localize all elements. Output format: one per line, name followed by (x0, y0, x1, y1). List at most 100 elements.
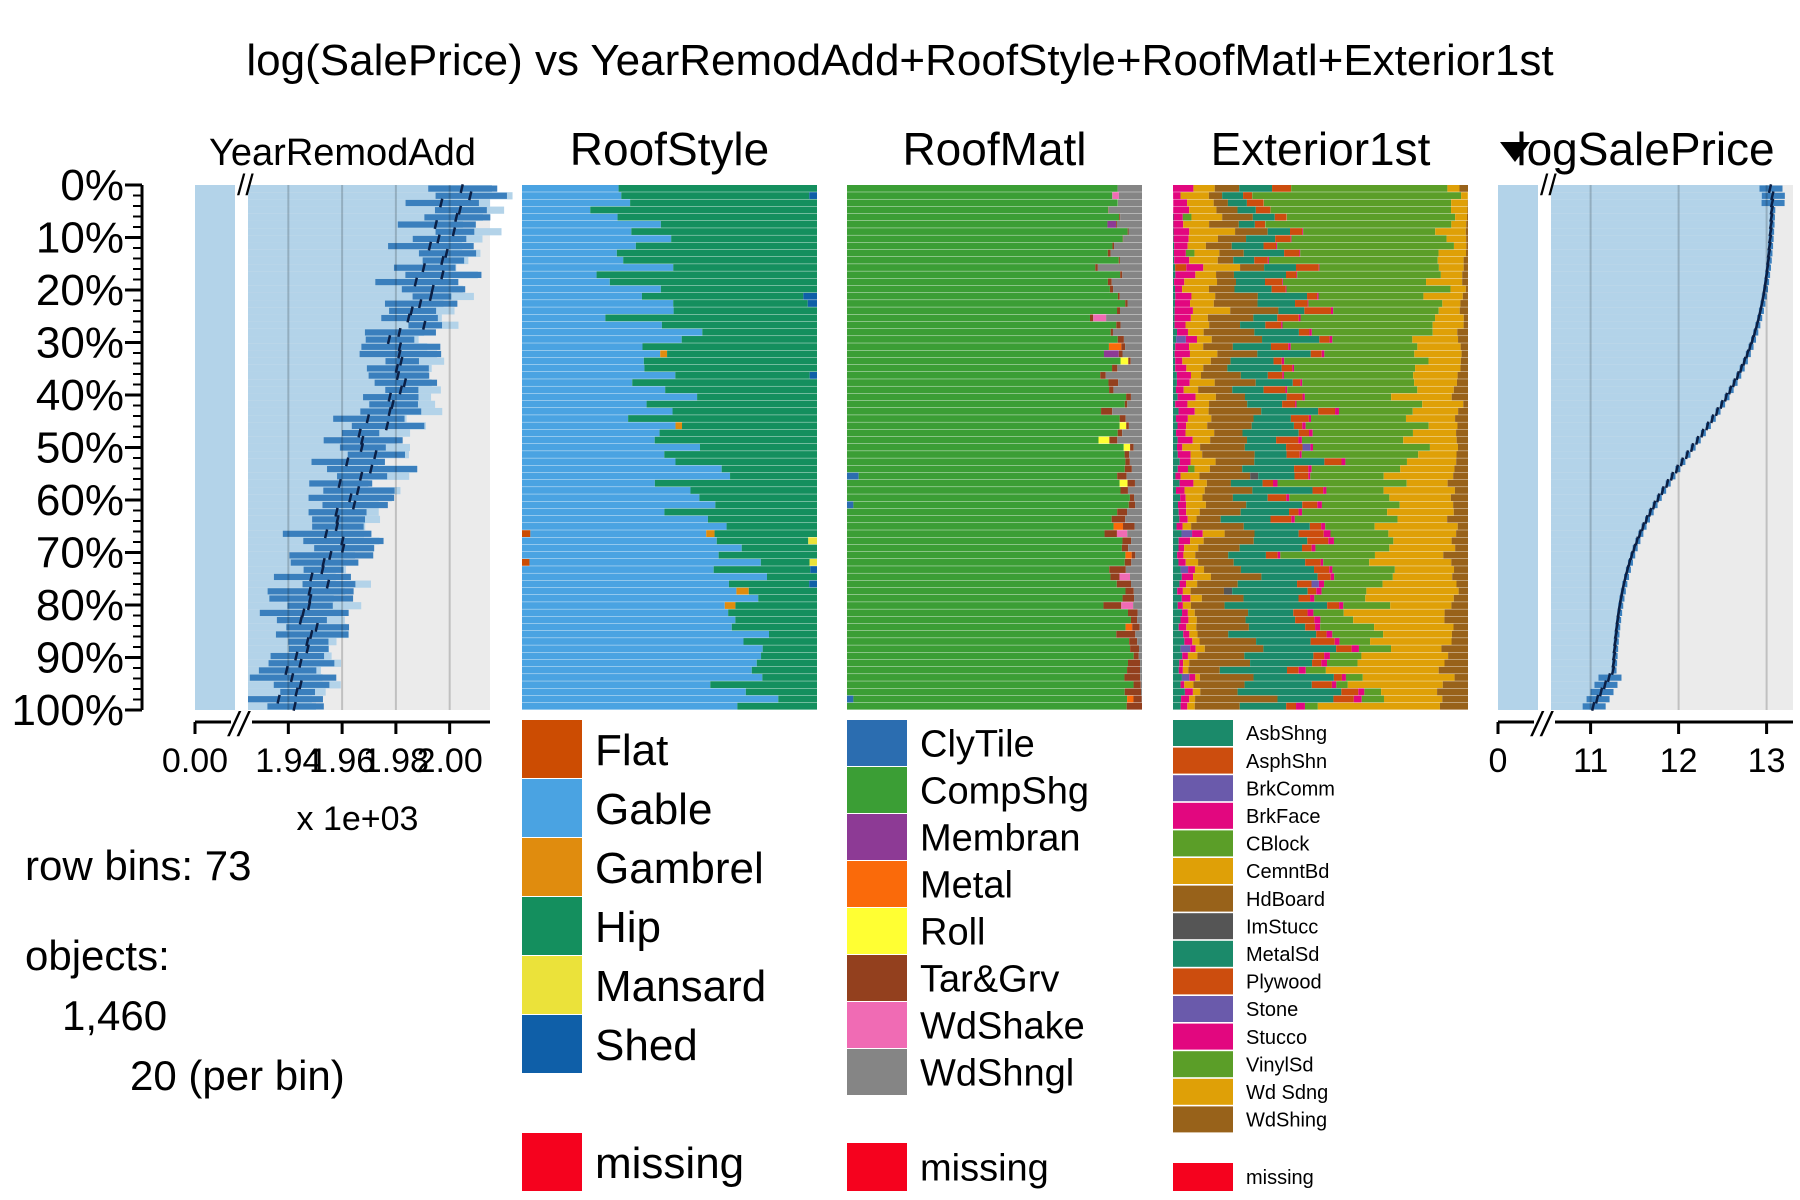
segment (673, 264, 817, 271)
segment (1296, 271, 1298, 279)
segment (1118, 379, 1142, 386)
bar-band (1551, 451, 1688, 459)
segment (1326, 630, 1333, 638)
mean-marker (468, 191, 473, 201)
segment (1123, 336, 1142, 343)
segment (1173, 364, 1176, 372)
mean-marker (294, 651, 299, 661)
segment (1262, 479, 1273, 487)
segment (522, 314, 606, 322)
bar-band (1551, 458, 1683, 466)
segment (1282, 278, 1283, 286)
segment (1432, 328, 1458, 336)
legend-label: ClyTile (920, 724, 1035, 766)
segment (522, 199, 631, 207)
segment (1383, 695, 1443, 703)
segment (1298, 594, 1311, 602)
segment (1423, 292, 1463, 300)
segment (522, 544, 742, 552)
segment (1321, 659, 1328, 667)
mean-marker (323, 529, 329, 539)
mean-marker (1700, 428, 1705, 438)
segment (1173, 350, 1175, 358)
segment (1173, 185, 1194, 192)
segment (847, 278, 1108, 286)
segment (1374, 523, 1458, 530)
segment (1185, 336, 1197, 343)
segment (1341, 674, 1346, 681)
segment (1334, 638, 1340, 645)
segment (1195, 393, 1216, 401)
segment (1140, 674, 1142, 681)
segment (1278, 307, 1305, 315)
segment (1298, 429, 1310, 437)
segment (1194, 566, 1205, 573)
segment (1215, 393, 1246, 401)
segment (1438, 307, 1460, 315)
segment (522, 357, 644, 365)
mean-marker (309, 572, 314, 582)
bar-band (248, 271, 478, 279)
bar-band (1551, 199, 1774, 207)
segment (1215, 292, 1258, 300)
segment (1196, 336, 1212, 343)
segment (737, 702, 817, 710)
legend-swatch (1173, 913, 1233, 940)
segment (714, 530, 817, 537)
segment (1442, 300, 1461, 307)
segment (741, 544, 817, 552)
segment (1194, 407, 1209, 415)
segment (1413, 371, 1458, 379)
legend-label: CBlock (1246, 834, 1310, 856)
segment (728, 609, 817, 617)
segment (1127, 400, 1142, 408)
segment (1330, 573, 1335, 581)
segment (1267, 371, 1283, 379)
segment (1106, 314, 1142, 322)
segment (847, 264, 1096, 271)
segment (847, 443, 1124, 451)
segment (847, 508, 1118, 516)
mean-marker (436, 234, 441, 244)
segment (1107, 278, 1112, 286)
segment (1291, 185, 1448, 192)
segment (1437, 256, 1464, 264)
bar-band (248, 264, 457, 272)
segment (1339, 638, 1371, 645)
segment (522, 429, 660, 437)
segment (1189, 256, 1218, 264)
segment (707, 515, 817, 523)
segment (1125, 300, 1128, 307)
segment (1183, 386, 1199, 394)
segment (1195, 674, 1200, 681)
segment (1127, 479, 1135, 487)
segment (1243, 594, 1299, 602)
segment (1128, 501, 1136, 509)
bar-band (1551, 321, 1758, 329)
segment (522, 235, 672, 243)
bar-band (248, 292, 474, 301)
mean-marker (398, 385, 404, 395)
segment (522, 674, 763, 681)
segment (1193, 479, 1207, 487)
segment (1451, 199, 1468, 207)
segment (1264, 264, 1296, 271)
segment (1175, 472, 1181, 480)
segment (1204, 645, 1264, 653)
segment (1426, 278, 1463, 286)
segment (1397, 515, 1448, 523)
segment (1442, 695, 1468, 703)
segment (809, 580, 817, 588)
bar-band (1551, 494, 1660, 502)
segment (1114, 242, 1142, 250)
segment (847, 594, 1123, 602)
mean-marker (340, 543, 346, 553)
segment (847, 285, 1110, 293)
segment (847, 573, 1111, 581)
segment (1417, 343, 1461, 351)
mean-marker (309, 629, 314, 640)
bar-band (1551, 271, 1768, 279)
segment (654, 436, 817, 444)
segment (1204, 487, 1253, 494)
segment (1230, 479, 1263, 487)
